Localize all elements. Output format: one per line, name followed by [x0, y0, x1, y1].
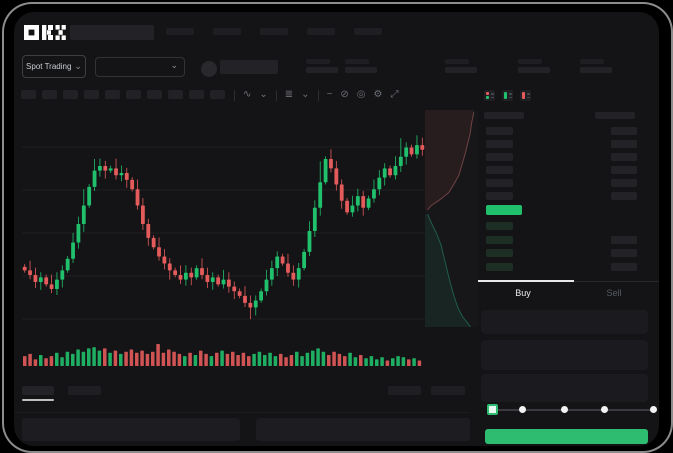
- volume-chart: [23, 344, 422, 366]
- okx-logo-icon: [24, 25, 66, 40]
- orderbook-header-placeholder: [595, 112, 635, 119]
- token-avatar: [201, 61, 217, 77]
- timeframe-button-placeholder[interactable]: [21, 90, 36, 99]
- timeframe-button-placeholder[interactable]: [105, 90, 120, 99]
- nav-item-placeholder[interactable]: [213, 28, 241, 35]
- pair-name-placeholder: [220, 60, 278, 74]
- app-window: Spot Trading ⌄ ⌄ ∿ ⌄ ≣ ⌄ ~ ⊘ ◎ ⚙ ⤢: [14, 12, 659, 446]
- chevron-down-icon: ⌄: [170, 60, 178, 70]
- divider: [234, 89, 235, 101]
- bottom-panel-placeholder: [256, 418, 470, 441]
- candle-style-icon[interactable]: ≣: [284, 89, 294, 100]
- buy-button[interactable]: [485, 429, 648, 444]
- nav-item-placeholder[interactable]: [260, 28, 288, 35]
- compare-icon[interactable]: ⊘: [340, 89, 349, 100]
- timeframe-button-placeholder[interactable]: [189, 90, 204, 99]
- chevron-down-icon: ⌄: [74, 61, 82, 71]
- bottom-tab-placeholder[interactable]: [68, 386, 101, 395]
- depth-chart: [425, 110, 478, 327]
- bid-size-placeholder: [611, 262, 637, 271]
- order-input-placeholder[interactable]: [481, 374, 648, 402]
- bid-size-placeholder: [611, 249, 637, 257]
- top-nav: [166, 28, 382, 35]
- tab-sell[interactable]: Sell: [606, 288, 622, 298]
- chart-toolbar-icons: ∿ ⌄ ≣ ⌄ ~ ⊘ ◎ ⚙ ⤢: [234, 88, 399, 102]
- active-tab-indicator: [22, 399, 54, 401]
- timeframe-button-placeholder[interactable]: [147, 90, 162, 99]
- search-placeholder[interactable]: [70, 25, 154, 40]
- ask-price-placeholder: [486, 140, 513, 148]
- divider: [317, 89, 319, 101]
- bid-price-placeholder: [486, 235, 513, 244]
- timeframe-button-placeholder[interactable]: [210, 90, 225, 99]
- timeframe-button-placeholder[interactable]: [42, 90, 57, 99]
- bid-price-placeholder: [486, 222, 513, 230]
- slider-stop[interactable]: [600, 406, 608, 413]
- nav-item-placeholder[interactable]: [354, 28, 382, 35]
- nav-item-placeholder[interactable]: [307, 28, 335, 35]
- order-input-placeholder[interactable]: [481, 310, 648, 334]
- ask-price-placeholder: [486, 179, 513, 187]
- timeframe-button-placeholder[interactable]: [126, 90, 141, 99]
- orderbook-header-placeholder: [484, 112, 524, 119]
- chevron-down-icon[interactable]: ⌄: [259, 89, 268, 100]
- bottom-action-placeholder[interactable]: [388, 386, 421, 395]
- nav-item-placeholder[interactable]: [166, 28, 194, 35]
- ask-price-placeholder: [486, 166, 513, 174]
- book-combined-icon[interactable]: [484, 90, 495, 101]
- slider-stop[interactable]: [486, 404, 498, 415]
- bid-price-placeholder: [486, 262, 513, 271]
- bid-size-placeholder: [611, 235, 637, 244]
- indicator-zigzag-icon[interactable]: ∿: [243, 89, 252, 100]
- bid-price-placeholder: [486, 249, 513, 257]
- timeframe-button-placeholder[interactable]: [84, 90, 99, 99]
- slider-stop[interactable]: [518, 406, 526, 413]
- slider-stop[interactable]: [649, 406, 657, 413]
- slider-track: [490, 409, 653, 411]
- order-input-placeholder[interactable]: [481, 340, 648, 370]
- active-trade-tab-indicator: [478, 280, 574, 282]
- book-bids-icon[interactable]: [502, 90, 513, 101]
- timeframe-button-placeholder[interactable]: [63, 90, 78, 99]
- bottom-action-placeholder[interactable]: [431, 386, 465, 395]
- ask-size-placeholder: [611, 127, 637, 135]
- ask-price-placeholder: [486, 192, 513, 200]
- fullscreen-icon[interactable]: ⤢: [390, 89, 399, 100]
- ask-size-placeholder: [611, 140, 637, 148]
- candlestick-chart[interactable]: [22, 108, 425, 340]
- ask-size-placeholder: [611, 153, 637, 161]
- slider-stop[interactable]: [560, 406, 568, 413]
- market-type-label: Spot Trading: [26, 62, 72, 71]
- bottom-tab-placeholder[interactable]: [22, 386, 54, 395]
- ask-price-placeholder: [486, 127, 513, 135]
- ask-size-placeholder: [611, 166, 637, 174]
- chevron-down-icon[interactable]: ⌄: [301, 89, 310, 100]
- amount-slider[interactable]: [485, 404, 658, 416]
- pair-dropdown[interactable]: ⌄: [95, 57, 185, 77]
- line-tool-icon[interactable]: ~: [326, 89, 333, 100]
- ask-price-placeholder: [486, 153, 513, 161]
- ask-size-placeholder: [611, 192, 637, 200]
- divider: [275, 89, 277, 101]
- camera-icon[interactable]: ◎: [356, 89, 366, 100]
- ask-size-placeholder: [611, 179, 637, 187]
- okx-logo[interactable]: [24, 24, 66, 41]
- divider: [14, 412, 470, 413]
- tab-buy[interactable]: Buy: [515, 288, 531, 298]
- timeframe-buttons: [21, 90, 225, 99]
- market-type-dropdown[interactable]: Spot Trading ⌄: [22, 55, 86, 78]
- settings-icon[interactable]: ⚙: [373, 89, 383, 100]
- bottom-panel-placeholder: [22, 418, 240, 441]
- book-asks-icon[interactable]: [520, 90, 531, 101]
- timeframe-button-placeholder[interactable]: [168, 90, 183, 99]
- last-price-badge: [486, 205, 522, 215]
